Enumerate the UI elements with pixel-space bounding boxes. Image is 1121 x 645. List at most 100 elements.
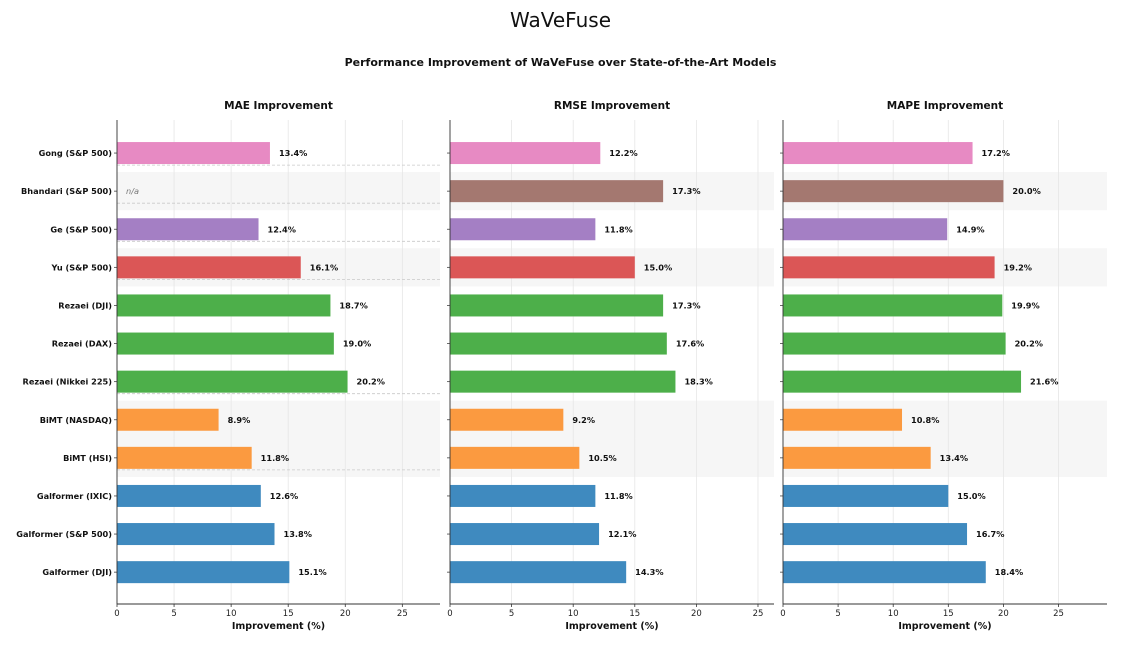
category-label: Galformer (DJI) [42, 567, 112, 577]
data-label: 15.0% [644, 262, 672, 272]
tick-label: 25 [753, 609, 764, 619]
bar [117, 218, 259, 241]
bar [117, 523, 275, 546]
tick-label: 15 [943, 609, 954, 619]
tick-label: 10 [888, 609, 899, 619]
x-axis-label: Improvement (%) [565, 621, 658, 632]
bar [450, 408, 564, 431]
category-label: Rezaei (DJI) [58, 300, 112, 310]
data-label: 17.2% [982, 148, 1010, 158]
bar [450, 142, 601, 165]
bar [117, 484, 261, 507]
bar [117, 408, 219, 431]
data-label: 11.8% [261, 453, 289, 463]
tick-label: 20 [340, 609, 351, 619]
bar [450, 294, 664, 317]
figure-title: Performance Improvement of WaVeFuse over… [345, 56, 777, 69]
data-label: 14.9% [956, 224, 984, 234]
data-label: 16.7% [976, 529, 1004, 539]
data-label: 13.4% [940, 453, 968, 463]
bar [450, 180, 664, 203]
bar [450, 332, 667, 355]
tick-label: 25 [397, 609, 408, 619]
category-label: Rezaei (DAX) [52, 339, 113, 349]
data-label: 18.4% [995, 567, 1023, 577]
bar [117, 332, 334, 355]
bar [117, 561, 290, 584]
data-label: 19.9% [1011, 300, 1039, 310]
data-label: 20.0% [1012, 186, 1040, 196]
data-label: 8.9% [228, 415, 251, 425]
data-label: 9.2% [572, 415, 595, 425]
category-label: Bhandari (S&P 500) [21, 186, 112, 196]
data-label: 12.2% [609, 148, 637, 158]
chart-panel-2: 12.2% 17.3% 11.8% 15.0% 17.3% 17.6% 18.3% 9.2% 1… [447, 100, 774, 632]
data-label: 14.3% [635, 567, 663, 577]
bar [450, 256, 635, 279]
tick-label: 10 [226, 609, 237, 619]
category-label: Galformer (S&P 500) [16, 529, 112, 539]
data-label: 15.0% [957, 491, 985, 501]
data-label: 21.6% [1030, 377, 1058, 387]
data-label: 19.2% [1004, 262, 1032, 272]
data-label: 16.1% [310, 262, 338, 272]
data-label: 12.4% [268, 224, 296, 234]
bar [783, 332, 1006, 355]
data-label: 10.8% [911, 415, 939, 425]
category-label: Gong (S&P 500) [39, 148, 113, 158]
bar [783, 484, 949, 507]
chart-panel-3: 17.2% 20.0% 14.9% 19.2% 19.9% 20.2% 21.6% 10.8%… [780, 100, 1107, 632]
category-label: BiMT (NASDAQ) [40, 415, 113, 425]
bar [450, 218, 596, 241]
tick-label: 20 [998, 609, 1009, 619]
data-label: 11.8% [604, 491, 632, 501]
bar [117, 142, 270, 165]
bar [783, 561, 986, 584]
tick-label: 0 [114, 609, 119, 619]
app-title: WaVeFuse [510, 8, 611, 32]
x-axis-label: Improvement (%) [232, 621, 325, 632]
bar [117, 446, 252, 469]
data-label: 13.8% [284, 529, 312, 539]
panel-title: RMSE Improvement [554, 100, 670, 112]
data-label: 17.6% [676, 339, 704, 349]
data-label: 18.7% [339, 300, 367, 310]
bar [117, 370, 348, 393]
data-label: 10.5% [588, 453, 616, 463]
bar [783, 408, 903, 431]
data-label: 12.6% [270, 491, 298, 501]
tick-label: 0 [447, 609, 452, 619]
bar [117, 256, 301, 279]
bar [450, 561, 627, 584]
bar [450, 484, 596, 507]
chart-panel-1: 13.4% Gong (S&P 500) n/a Bhandari (S&P 500)… [16, 100, 440, 632]
tick-label: 0 [780, 609, 785, 619]
na-label: n/a [126, 186, 139, 196]
category-label: Yu (S&P 500) [51, 262, 113, 272]
bar [783, 180, 1004, 203]
data-label: 19.0% [343, 339, 371, 349]
bar [783, 370, 1022, 393]
tick-label: 15 [283, 609, 294, 619]
bar [783, 256, 995, 279]
row-shade [117, 172, 440, 211]
category-label: Rezaei (Nikkei 225) [23, 377, 113, 387]
category-label: BiMT (HSI) [63, 453, 112, 463]
bar [450, 446, 580, 469]
data-label: 17.3% [672, 300, 700, 310]
bar [450, 523, 600, 546]
data-label: 13.4% [279, 148, 307, 158]
panel-title: MAE Improvement [224, 100, 333, 112]
tick-label: 5 [835, 609, 840, 619]
bar [783, 294, 1003, 317]
bar [117, 294, 331, 317]
tick-label: 25 [1053, 609, 1064, 619]
bar [783, 142, 973, 165]
data-label: 20.2% [1015, 339, 1043, 349]
data-label: 11.8% [604, 224, 632, 234]
tick-label: 5 [171, 609, 176, 619]
bar [450, 370, 676, 393]
data-label: 20.2% [357, 377, 385, 387]
data-label: 17.3% [672, 186, 700, 196]
data-label: 18.3% [684, 377, 712, 387]
